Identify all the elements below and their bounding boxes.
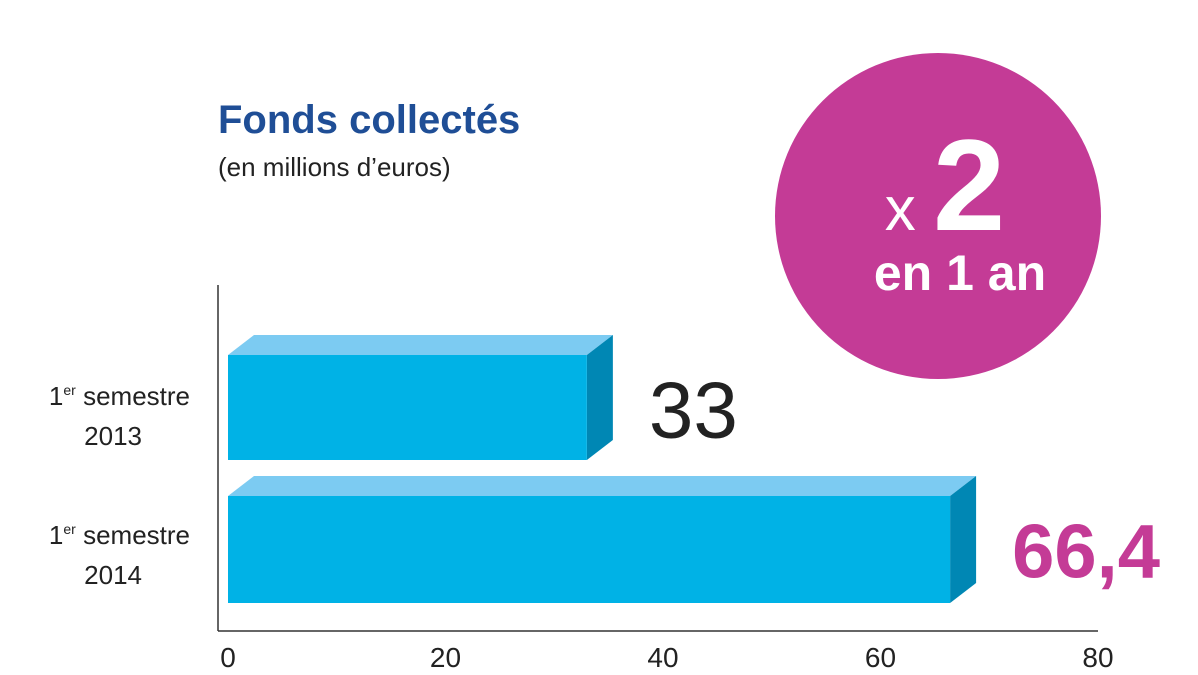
x-tick-label: 0 (220, 642, 236, 673)
x-tick-label: 40 (647, 642, 678, 673)
ordinal: 1 (48, 520, 64, 550)
bar-side-face (950, 476, 977, 603)
bar-value-label: 33 (649, 366, 738, 455)
x-tick-label: 80 (1082, 642, 1113, 673)
ordinal-suffix: er (63, 382, 76, 398)
x-tick-label: 20 (430, 642, 461, 673)
x-tick-label: 60 (865, 642, 896, 673)
ordinal: 1 (48, 381, 64, 411)
category-label-2013: 1er semestre 2013 (0, 376, 190, 456)
bar-top-face (228, 335, 613, 355)
multiplier-badge (775, 53, 1101, 379)
bar-top-face (228, 476, 977, 496)
badge-multiplier-text: x 2 (885, 112, 1006, 258)
ordinal-suffix: er (63, 521, 76, 537)
category-label-2014: 1er semestre 2014 (0, 515, 190, 595)
semester-word: semestre (83, 381, 190, 411)
bar-side-face (586, 335, 613, 460)
badge-caption: en 1 an (874, 245, 1046, 301)
year: 2014 (84, 560, 142, 590)
chart-subtitle: (en millions d’euros) (218, 152, 451, 182)
badge-x: x (885, 175, 933, 244)
year: 2013 (84, 421, 142, 451)
bar (228, 496, 951, 603)
chart-title: Fonds collectés (218, 98, 521, 142)
bar (228, 355, 587, 460)
badge-number: 2 (933, 112, 1005, 258)
semester-word: semestre (83, 520, 190, 550)
bar-value-label: 66,4 (1012, 510, 1160, 595)
